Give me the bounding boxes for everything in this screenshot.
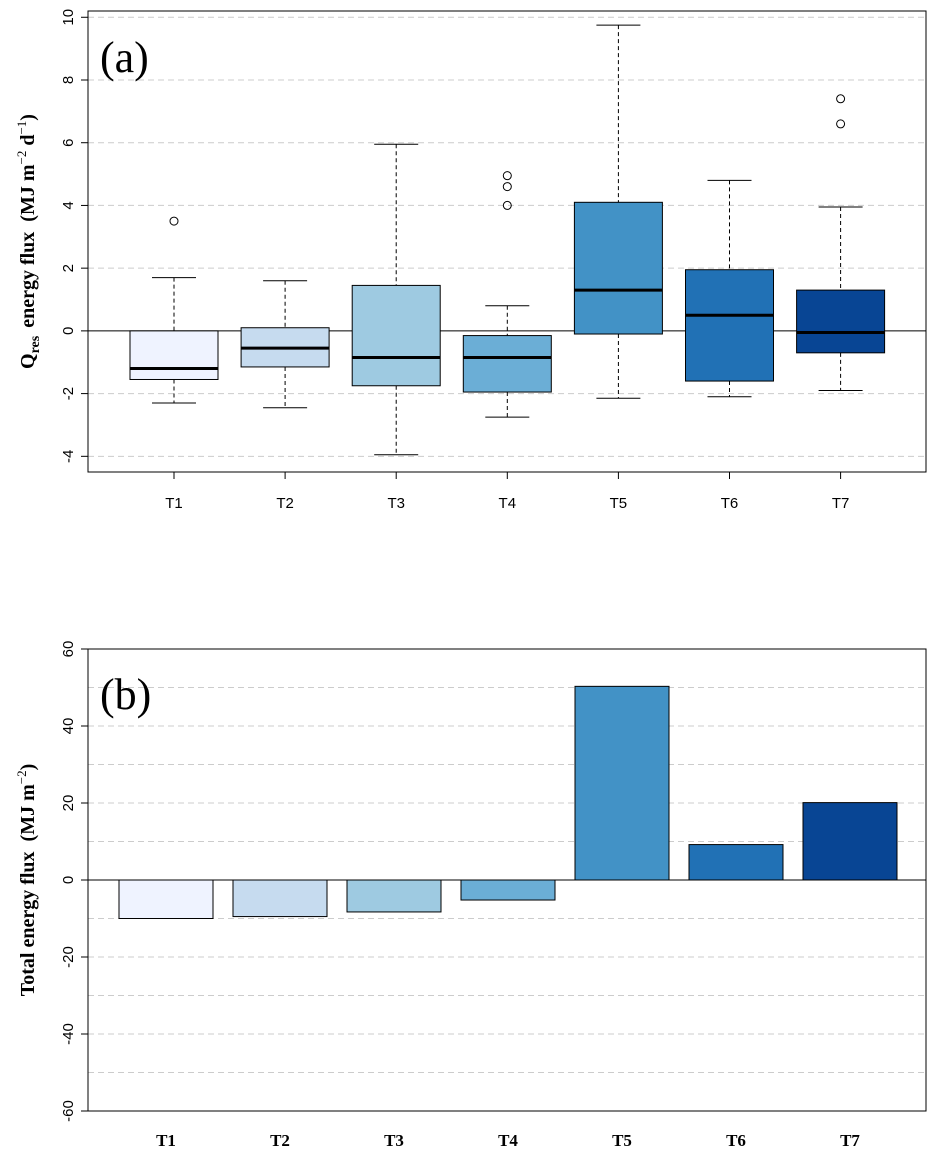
panel-a-y-tick-label: 6 — [60, 139, 77, 147]
panel-a-ylabel-units-sup2: −1 — [14, 121, 29, 135]
iqr-box — [351, 284, 441, 387]
panel-a-y-tick-label: 10 — [60, 9, 77, 26]
panel-b-y-tick-label: 60 — [60, 641, 77, 658]
panel-a-boxes — [129, 24, 886, 456]
iqr-box — [796, 289, 886, 354]
panel-a-x-tick-label: T6 — [721, 495, 739, 512]
panel-a-y-tick-label: -4 — [60, 450, 77, 463]
panel-b-ylabel-units-open: (MJ m — [17, 784, 39, 842]
outlier-point — [502, 182, 512, 192]
box-t1 — [129, 216, 219, 404]
panel-a-y-tick-label: 0 — [60, 327, 77, 335]
outlier-point — [502, 171, 512, 181]
panel-b-x-tick-label: T5 — [612, 1131, 632, 1150]
panel-a-ylabel-units-open: (MJ m — [17, 164, 39, 222]
panel-a-x-tick-label: T7 — [832, 495, 850, 512]
bar-t3 — [346, 879, 442, 913]
box-t4 — [462, 171, 552, 418]
bar-t1 — [118, 879, 214, 919]
panel-a-y-axis: -4 -2 0 2 4 6 8 10 — [60, 9, 88, 463]
outlier-point — [836, 119, 846, 129]
panel-a-y-tick-label: -2 — [60, 387, 77, 400]
panel-b-x-tick-label: T6 — [726, 1131, 746, 1150]
panel-b-y-tick-label: -20 — [60, 946, 77, 968]
panel-a-ylabel-units-close: ) — [17, 114, 39, 121]
panel-b-y-tick-label: 40 — [60, 718, 77, 735]
panel-a-x-tick-label: T2 — [276, 495, 294, 512]
panel-b-x-tick-label: T1 — [156, 1131, 176, 1150]
outlier-point — [169, 216, 179, 226]
panel-a-x-axis: T1 T2 T3 T4 T5 T6 T7 — [165, 472, 849, 512]
panel-a-x-tick-label: T1 — [165, 495, 183, 512]
box-t7 — [796, 94, 886, 391]
panel-b: -60 -40 -20 0 20 40 60 T1 T2 T3 T4 T5 T6 T7 (b) Tota… — [14, 641, 927, 1150]
bar-t7 — [802, 802, 898, 881]
bar-t6 — [688, 844, 784, 881]
panel-b-y-tick-label: -40 — [60, 1023, 77, 1045]
bar-t5 — [574, 685, 670, 881]
panel-b-bars — [118, 685, 898, 919]
iqr-box — [573, 201, 663, 335]
panel-a-x-tick-label: T5 — [610, 495, 628, 512]
box-t2 — [240, 280, 330, 409]
panel-a-ylabel-subscript: res — [28, 335, 43, 353]
panel-a-ylabel-main: energy flux — [17, 232, 39, 328]
box-t6 — [685, 179, 774, 398]
panel-b-ylabel-units-sup1: −2 — [14, 770, 29, 784]
panel-b-ylabel-main: Total energy flux — [17, 851, 39, 996]
outlier-point — [836, 94, 846, 104]
iqr-box — [462, 335, 552, 393]
panel-a-y-tick-label: 8 — [60, 76, 77, 84]
panel-b-y-axis-title: Total energy flux (MJ m−2) — [14, 764, 39, 997]
panel-a: -4 -2 0 2 4 6 8 10 T1 T2 T3 T4 T5 T6 T7 (a) Qres energ… — [14, 9, 927, 512]
panel-a-ylabel-units-sup1: −2 — [14, 151, 29, 165]
box-t3 — [351, 143, 441, 456]
panel-a-ylabel-units-mid: d — [17, 135, 39, 151]
panel-b-ylabel-units-close: ) — [17, 764, 39, 771]
panel-b-x-axis: T1 T2 T3 T4 T5 T6 T7 — [156, 1131, 860, 1150]
panel-b-x-tick-label: T3 — [384, 1131, 404, 1150]
panel-a-x-tick-label: T3 — [387, 495, 405, 512]
panel-b-label: (b) — [100, 670, 151, 719]
panel-a-y-tick-label: 2 — [60, 264, 77, 272]
outlier-point — [502, 200, 512, 210]
bar-t2 — [232, 879, 328, 918]
bar-t4 — [460, 879, 556, 901]
panel-b-x-tick-label: T7 — [840, 1131, 860, 1150]
panel-b-x-tick-label: T2 — [270, 1131, 290, 1150]
panel-b-y-tick-label: 0 — [60, 876, 77, 884]
panel-a-ylabel-prefix: Q — [17, 353, 39, 369]
panel-a-x-tick-label: T4 — [499, 495, 517, 512]
panel-b-y-axis: -60 -40 -20 0 20 40 60 — [60, 641, 88, 1122]
panel-a-y-axis-title: Qres energy flux (MJ m−2 d−1) — [14, 114, 43, 369]
panel-a-y-tick-label: 4 — [60, 201, 77, 209]
box-t5 — [573, 24, 663, 399]
iqr-box — [129, 330, 219, 380]
panel-b-y-tick-label: -60 — [60, 1100, 77, 1122]
panel-b-y-tick-label: 20 — [60, 795, 77, 812]
panel-b-x-tick-label: T4 — [498, 1131, 518, 1150]
panel-a-label: (a) — [100, 33, 149, 82]
iqr-box — [685, 269, 774, 382]
